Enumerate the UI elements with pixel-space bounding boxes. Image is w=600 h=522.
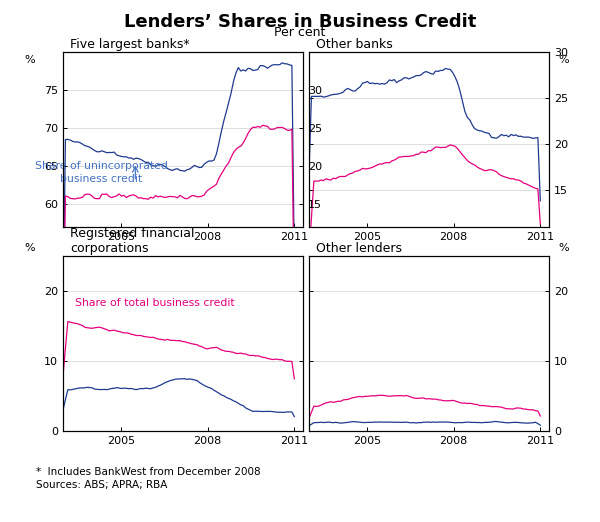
Text: Share of total business credit: Share of total business credit [75,298,235,308]
Text: Five largest banks*: Five largest banks* [70,38,190,51]
Text: Share of unincorporated
business credit: Share of unincorporated business credit [35,161,168,184]
Text: %: % [25,55,35,65]
Text: Lenders’ Shares in Business Credit: Lenders’ Shares in Business Credit [124,13,476,31]
Text: *  Includes BankWest from December 2008: * Includes BankWest from December 2008 [36,467,260,477]
Text: Sources: ABS; APRA; RBA: Sources: ABS; APRA; RBA [36,480,167,490]
Text: %: % [25,243,35,253]
Text: %: % [558,243,569,253]
Text: Other lenders: Other lenders [316,242,402,255]
Text: %: % [558,55,569,65]
Text: Other banks: Other banks [316,38,393,51]
Text: Per cent: Per cent [274,26,326,39]
Text: Registered financial
corporations: Registered financial corporations [70,227,194,255]
